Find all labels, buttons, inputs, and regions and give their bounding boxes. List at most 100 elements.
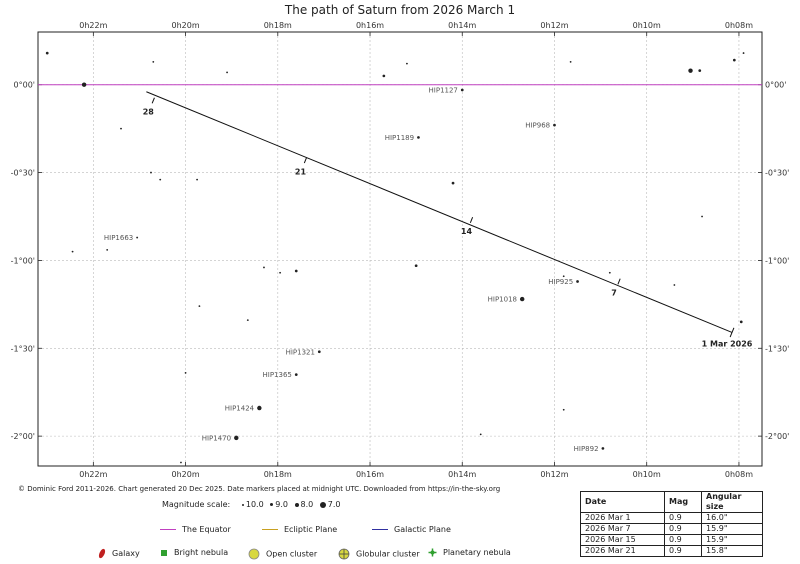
star: [562, 408, 565, 411]
nebula-icon: [161, 549, 167, 556]
star: [601, 447, 605, 450]
star: [317, 350, 321, 354]
star: [263, 266, 265, 269]
star: [562, 275, 565, 278]
star: [732, 58, 736, 62]
plot-frame: [37, 31, 763, 467]
star: [417, 136, 420, 139]
table-cell: 2026 Mar 1: [580, 512, 665, 524]
date-marker-label: 7: [611, 289, 617, 298]
x-tick-label-bottom: 0h20m: [171, 470, 199, 479]
y-tick-label-right: -1°30': [765, 344, 789, 353]
legend-planetary-nebula: Planetary nebula: [428, 548, 511, 557]
copyright-note: © Dominic Ford 2011-2026. Chart generate…: [18, 485, 501, 493]
table-cell: 0.9: [664, 534, 702, 546]
y-tick-label-right: 0°00': [765, 81, 786, 90]
x-tick-label-top: 0h10m: [633, 21, 661, 30]
globular-cluster-icon: [338, 548, 350, 560]
star: [257, 405, 262, 411]
mag-entry: 9.0: [270, 500, 288, 509]
table-row: 2026 Mar 21 0.9 15.8": [580, 545, 763, 557]
x-tick-label-top: 0h14m: [448, 21, 476, 30]
star: [71, 250, 74, 253]
star: [81, 82, 87, 87]
star: [576, 280, 579, 283]
y-tick-label-left: -1°30': [11, 344, 35, 353]
legend-ecliptic: Ecliptic Plane: [262, 525, 337, 534]
y-tick-label-left: -0°30': [11, 169, 35, 178]
table-row: 2026 Mar 1 0.9 16.0": [580, 512, 763, 524]
star: [196, 178, 198, 181]
table-cell: 15.9": [701, 523, 763, 535]
star: [150, 171, 152, 174]
mag-entry: 7.0: [319, 500, 341, 509]
table-header-row: Date Mag Angular size: [580, 491, 763, 513]
x-tick-label-top: 0h16m: [356, 21, 384, 30]
legend-galaxy: Galaxy: [98, 548, 140, 559]
mag-entry: 10.0: [241, 500, 264, 509]
x-tick-label-top: 0h18m: [264, 21, 292, 30]
x-tick-label-bottom: 0h22m: [79, 470, 107, 479]
saturn-path: 1 Mar 2026 7 14 21 28: [143, 91, 753, 348]
star: [479, 433, 482, 436]
open-cluster-icon: [248, 548, 260, 560]
y-tick-label-left: 0°00': [14, 81, 35, 90]
legend-nebula: Bright nebula: [160, 548, 228, 557]
star: [688, 68, 693, 73]
table-cell: 16.0": [701, 512, 763, 524]
x-tick-label-top: 0h20m: [171, 21, 199, 30]
chart-title: The path of Saturn from 2026 March 1: [284, 3, 515, 17]
x-tick-label-top: 0h12m: [540, 21, 568, 30]
star: [136, 236, 139, 239]
date-marker-tick: [617, 278, 621, 285]
star: [234, 435, 239, 441]
table-cell: 15.9": [701, 534, 763, 546]
star: [184, 371, 187, 374]
open-cluster-label: Open cluster: [266, 549, 318, 559]
star: [739, 320, 743, 324]
planetary-nebula-icon: [428, 548, 437, 557]
star-label: HIP1018: [488, 296, 517, 304]
date-marker-tick: [729, 327, 735, 338]
stars: HIP1127 HIP968 HIP1189 HIP1663 HIP925 HIP1018…: [45, 51, 745, 464]
x-tick-label-bottom: 0h16m: [356, 470, 384, 479]
star: [673, 284, 676, 286]
star: [414, 264, 418, 268]
galactic-label: Galactic Plane: [394, 525, 451, 534]
star: [701, 215, 703, 218]
date-marker-label: 1 Mar 2026: [702, 339, 753, 348]
ecliptic-swatch: [262, 529, 278, 530]
galaxy-label: Galaxy: [112, 549, 140, 558]
x-tick-label-bottom: 0h12m: [540, 470, 568, 479]
star: [553, 123, 556, 127]
x-tick-label-bottom: 0h14m: [448, 470, 476, 479]
table-cell: 15.8": [701, 545, 763, 557]
table-cell: 2026 Mar 15: [580, 534, 665, 546]
star: [382, 74, 386, 78]
legend-globular-cluster: Globular cluster: [338, 548, 420, 560]
star: [742, 52, 745, 54]
axis-ticks: 0h22m 0h22m 0h20m 0h20m 0h18m 0h18m 0h16m 0h16m…: [11, 21, 790, 479]
table-cell: 2026 Mar 21: [580, 545, 665, 557]
planetary-nebula-label: Planetary nebula: [443, 548, 511, 557]
star: [226, 71, 228, 74]
date-marker-tick: [151, 97, 155, 104]
star-label: HIP925: [548, 278, 573, 286]
globular-cluster-label: Globular cluster: [356, 549, 420, 559]
star: [294, 373, 298, 376]
y-tick-label-right: -0°30': [765, 169, 789, 178]
star: [569, 60, 572, 63]
star: [519, 296, 525, 302]
star: [451, 181, 455, 185]
equator-swatch: [160, 529, 176, 530]
star: [698, 69, 702, 73]
star-label: HIP1127: [429, 86, 458, 94]
star: [152, 60, 155, 63]
y-tick-label-left: -1°00': [11, 256, 35, 265]
date-marker-tick: [469, 217, 474, 223]
ephemeris-table: Date Mag Angular size 2026 Mar 1 0.9 16.0"…: [580, 491, 763, 557]
mag-entry: 8.0: [294, 500, 313, 509]
star-label: HIP1365: [263, 371, 292, 379]
table-cell: 0.9: [664, 523, 702, 535]
equator-label: The Equator: [182, 525, 231, 534]
